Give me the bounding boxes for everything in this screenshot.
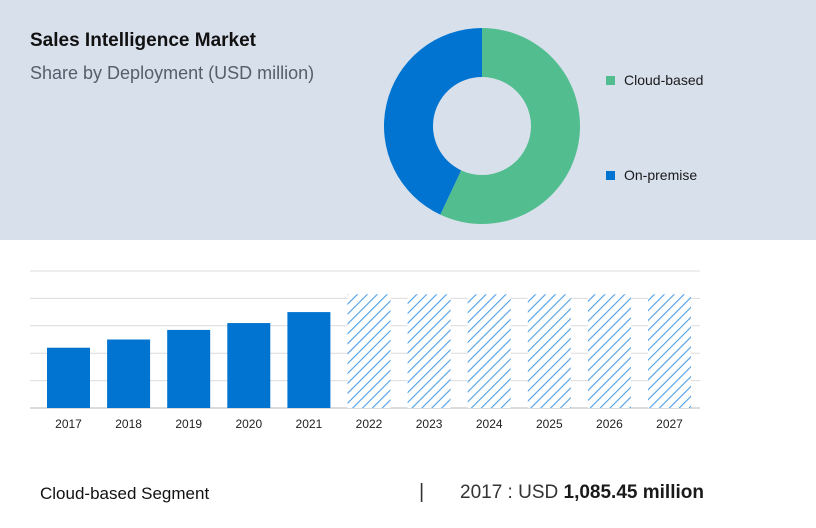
footer-amount: 1,085.45 million (563, 482, 704, 503)
forecast-bar-2024 (467, 294, 511, 408)
chart-title: Sales Intelligence Market (30, 30, 256, 51)
donut-chart (384, 28, 580, 224)
legend-item-cloud-based: Cloud-based (606, 72, 703, 88)
x-tick-label-2020: 2020 (235, 417, 262, 431)
bar-2021 (287, 312, 331, 408)
x-tick-label-2022: 2022 (356, 417, 383, 431)
summary-panel: Sales Intelligence Market Share by Deplo… (0, 0, 816, 240)
bar-2019 (167, 329, 211, 408)
footer-value: 2017 : USD 1,085.45 million (460, 482, 704, 504)
x-tick-label-2023: 2023 (416, 417, 443, 431)
forecast-bar-2025 (527, 294, 571, 408)
footer-segment-label: Cloud-based Segment (40, 484, 210, 503)
x-tick-label-2025: 2025 (536, 417, 563, 431)
legend-label-cloud-based: Cloud-based (624, 72, 704, 88)
forecast-bar-2022 (347, 294, 391, 408)
forecast-bar-2026 (587, 294, 631, 408)
forecast-bar-2023 (407, 294, 451, 408)
chart-subtitle: Share by Deployment (USD million) (30, 63, 315, 83)
x-tick-label-2019: 2019 (175, 417, 202, 431)
donut-slice-cloud-based (440, 28, 580, 224)
x-tick-label-2021: 2021 (296, 417, 323, 431)
x-tick-label-2018: 2018 (115, 417, 142, 431)
bar-2018 (107, 339, 151, 408)
forecast-bar-2027 (648, 294, 691, 408)
legend-item-on-premise: On-premise (606, 167, 697, 183)
footer-divider: | (419, 481, 425, 503)
legend-swatch-on-premise (606, 170, 615, 180)
bar-2020 (227, 323, 271, 408)
bar-2017 (47, 347, 90, 408)
x-tick-label-2026: 2026 (596, 417, 623, 431)
bar-chart: 2017 2018 2019 2020 2021 2022 2023 2024 2025 2026… (30, 270, 700, 431)
x-tick-label-2027: 2027 (656, 417, 683, 431)
x-tick-label-2024: 2024 (476, 417, 503, 431)
donut-slice-on-premise (384, 28, 482, 215)
legend-label-on-premise: On-premise (624, 167, 698, 183)
legend-swatch-cloud-based (606, 75, 615, 85)
x-tick-label-2017: 2017 (55, 417, 82, 431)
footer-year-label: 2017 : USD (460, 482, 564, 503)
